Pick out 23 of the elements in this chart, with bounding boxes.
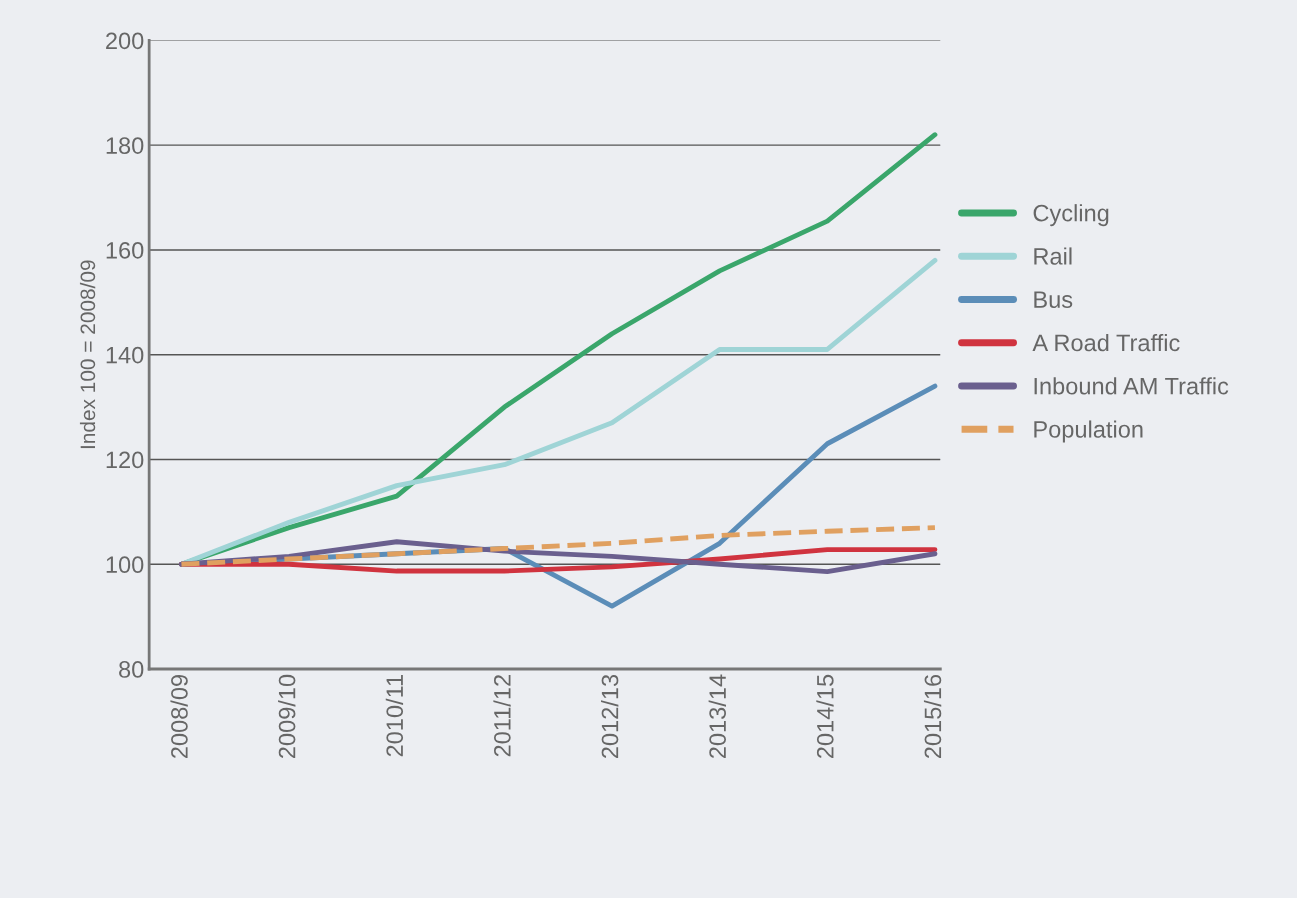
y-tick-label: 140	[106, 346, 144, 364]
y-tick-label: 120	[106, 451, 144, 469]
y-axis-title: Index 100 = 2008/09	[79, 260, 96, 449]
y-tick-label: 100	[106, 556, 144, 574]
line-series	[179, 525, 938, 567]
x-tick-label: 2014/15	[816, 674, 834, 759]
y-tick-label: 160	[106, 242, 144, 259]
legend-label: Population	[1034, 420, 1143, 443]
x-tick-label: 2009/10	[278, 674, 296, 759]
legend-label: Rail	[1034, 247, 1072, 265]
y-tick-label: 180	[106, 137, 144, 154]
legend-label: Cycling	[1033, 204, 1109, 227]
legend-label: Bus	[1034, 291, 1073, 308]
x-tick-label: 2015/16	[923, 674, 942, 759]
legend-label: A Road Traffic	[1032, 333, 1180, 352]
y-tick-label: 80	[119, 661, 144, 678]
x-tick-label: 2011/12	[493, 675, 511, 757]
x-tick-label: 2010/11	[385, 675, 404, 757]
x-tick-label: 2008/09	[170, 674, 188, 759]
x-tick-label: 2012/13	[601, 674, 619, 759]
x-tick-label: 2013/14	[708, 674, 726, 759]
y-tick-label: 200	[106, 32, 144, 50]
legend-label: Inbound AM Traffic	[1034, 377, 1229, 395]
